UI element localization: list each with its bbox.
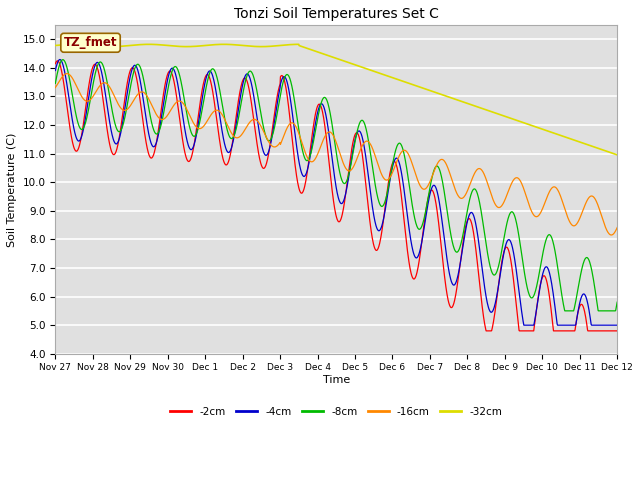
- Title: Tonzi Soil Temperatures Set C: Tonzi Soil Temperatures Set C: [234, 7, 438, 21]
- X-axis label: Time: Time: [323, 375, 350, 385]
- Y-axis label: Soil Temperature (C): Soil Temperature (C): [7, 132, 17, 247]
- Legend: -2cm, -4cm, -8cm, -16cm, -32cm: -2cm, -4cm, -8cm, -16cm, -32cm: [166, 403, 506, 421]
- Text: TZ_fmet: TZ_fmet: [64, 36, 117, 49]
